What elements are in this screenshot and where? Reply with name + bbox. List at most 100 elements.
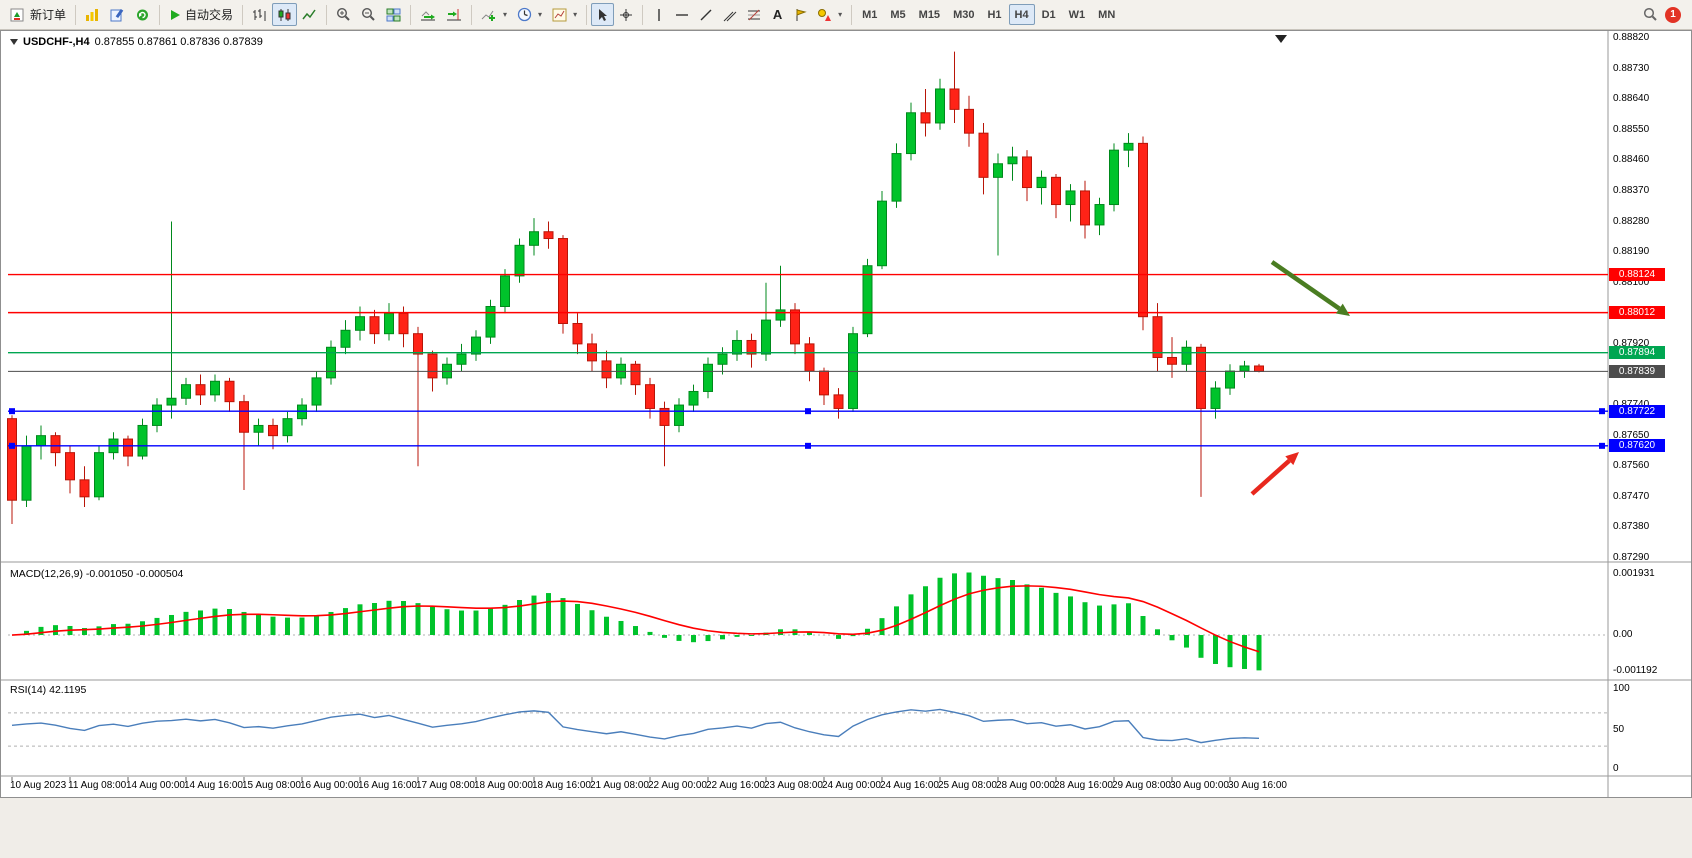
timeframe-button-M5[interactable]: M5 xyxy=(890,8,906,21)
new-order-label: 新订单 xyxy=(30,8,67,22)
time-axis-label: 15 Aug 08:00 xyxy=(242,780,301,791)
tile-windows-button[interactable] xyxy=(381,3,406,26)
text-label-button[interactable] xyxy=(789,3,812,26)
price-axis-label: 0.87650 xyxy=(1613,429,1650,441)
new-order-icon xyxy=(10,8,26,22)
price-badge-current: 0.87839 xyxy=(1609,364,1665,378)
market-watch-button[interactable] xyxy=(80,3,105,26)
chart-symbol-period: USDCHF-,H4 xyxy=(23,36,90,48)
time-axis-label: 22 Aug 00:00 xyxy=(648,780,707,791)
time-axis-label: 18 Aug 00:00 xyxy=(474,780,533,791)
horizontal-line-button[interactable] xyxy=(670,3,694,26)
window-bottom-strip xyxy=(0,798,1692,858)
search-button[interactable] xyxy=(1638,3,1663,26)
search-icon xyxy=(1643,7,1658,22)
time-axis-label: 28 Aug 16:00 xyxy=(1054,780,1113,791)
price-axis-label: 0.87740 xyxy=(1613,399,1649,410)
new-order-button[interactable]: 新订单 xyxy=(5,3,71,26)
time-axis-label: 16 Aug 00:00 xyxy=(300,780,359,791)
tile-windows-icon xyxy=(386,8,401,22)
timeframe-button-M30[interactable]: M30 xyxy=(953,8,975,21)
horizontal-line-icon xyxy=(675,9,689,21)
price-axis-label: 0.87290 xyxy=(1613,552,1650,563)
rsi-name: RSI(14) xyxy=(10,684,47,696)
rsi-value: 42.1195 xyxy=(49,684,87,696)
timeframe-button-W1[interactable]: W1 xyxy=(1068,8,1086,21)
price-axis-label: 0.87470 xyxy=(1613,490,1650,502)
timeframe-button-D1[interactable]: D1 xyxy=(1041,8,1056,21)
price-axis-label: 0.88280 xyxy=(1613,215,1650,227)
chart-bars-button[interactable] xyxy=(247,3,272,26)
refresh-button[interactable] xyxy=(130,3,155,26)
periods-button[interactable] xyxy=(512,3,547,26)
metaeditor-button[interactable] xyxy=(105,3,130,26)
text-tool-button[interactable]: A xyxy=(766,3,789,26)
time-axis-label: 22 Aug 16:00 xyxy=(706,780,765,791)
zoom-in-button[interactable] xyxy=(331,3,356,26)
price-badge-resistance-1: 0.88124 xyxy=(1609,268,1665,282)
crosshair-button[interactable] xyxy=(614,3,638,26)
chart-shift-button[interactable] xyxy=(441,3,467,26)
time-axis-label: 14 Aug 00:00 xyxy=(126,780,185,791)
price-axis-label: 0.88550 xyxy=(1613,123,1650,135)
price-badge-level: 0.87894 xyxy=(1609,346,1665,360)
zoom-in-icon xyxy=(336,7,351,22)
auto-scroll-button[interactable] xyxy=(415,3,441,26)
time-axis-label: 30 Aug 16:00 xyxy=(1228,780,1287,791)
price-badge-support-1: 0.87722 xyxy=(1609,404,1665,418)
chart-line-button[interactable] xyxy=(297,3,322,26)
template-icon xyxy=(552,8,567,22)
cursor-button[interactable] xyxy=(591,3,615,26)
timeframe-button-H1[interactable]: H1 xyxy=(987,8,1002,21)
timeframe-toolbar: M1 M5 M15 M30 H1 H4 D1 W1 MN xyxy=(856,4,1121,25)
cursor-icon xyxy=(596,8,609,22)
price-axis-label: 0.88820 xyxy=(1613,32,1650,43)
price-axis-label: 0.88460 xyxy=(1613,154,1650,166)
timeframe-button-MN[interactable]: MN xyxy=(1098,8,1116,21)
rsi-axis-label: 100 xyxy=(1613,683,1630,694)
channel-icon xyxy=(723,8,737,22)
auto-trading-icon xyxy=(169,9,181,21)
macd-label: MACD(12,26,9) -0.001050 -0.000504 xyxy=(10,568,183,580)
chart-shift-icon xyxy=(446,8,462,22)
price-axis-label: 0.88190 xyxy=(1613,246,1650,258)
shapes-icon xyxy=(817,8,832,22)
auto-trading-button[interactable]: 自动交易 xyxy=(164,3,238,26)
time-axis-label: 24 Aug 00:00 xyxy=(822,780,881,791)
time-axis-label: 30 Aug 00:00 xyxy=(1170,780,1229,791)
chart-context-icon[interactable] xyxy=(10,39,18,45)
indicators-button[interactable] xyxy=(476,3,512,26)
fibonacci-button[interactable] xyxy=(742,3,766,26)
time-axis-label: 16 Aug 16:00 xyxy=(358,780,417,791)
notification-badge[interactable]: 1 xyxy=(1665,6,1681,23)
price-axis-label: 0.87380 xyxy=(1613,521,1650,533)
channel-button[interactable] xyxy=(718,3,742,26)
indicators-icon xyxy=(481,8,497,22)
time-axis-label: 28 Aug 00:00 xyxy=(996,780,1055,791)
zoom-out-icon xyxy=(361,7,376,22)
vertical-line-button[interactable] xyxy=(647,3,670,26)
price-axis-label: 0.88100 xyxy=(1613,276,1650,288)
timeframe-button-M1[interactable]: M1 xyxy=(862,8,878,21)
timeframe-button-M15[interactable]: M15 xyxy=(918,8,941,21)
timeframe-button-H4[interactable]: H4 xyxy=(1008,4,1035,25)
metaeditor-icon xyxy=(110,8,125,22)
time-axis-label: 11 Aug 08:00 xyxy=(68,780,127,791)
chart-window[interactable] xyxy=(0,30,1692,798)
time-axis-label: 24 Aug 16:00 xyxy=(880,780,939,791)
auto-trading-label: 自动交易 xyxy=(185,8,234,22)
time-axis-label: 25 Aug 08:00 xyxy=(938,780,997,791)
chart-header: USDCHF-,H4 0.87855 0.87861 0.87836 0.878… xyxy=(10,36,263,48)
zoom-out-button[interactable] xyxy=(356,3,381,26)
trendline-button[interactable] xyxy=(694,3,718,26)
time-axis-label: 10 Aug 2023 xyxy=(10,780,67,791)
label-flag-icon xyxy=(794,8,807,22)
templates-button[interactable] xyxy=(547,3,582,26)
shapes-button[interactable] xyxy=(812,3,847,26)
rsi-label: RSI(14) 42.1195 xyxy=(10,684,86,696)
clock-icon xyxy=(517,7,532,22)
chart-candles-button[interactable] xyxy=(272,3,298,26)
price-badge-support-2: 0.87620 xyxy=(1609,439,1665,453)
macd-name: MACD(12,26,9) xyxy=(10,568,83,580)
